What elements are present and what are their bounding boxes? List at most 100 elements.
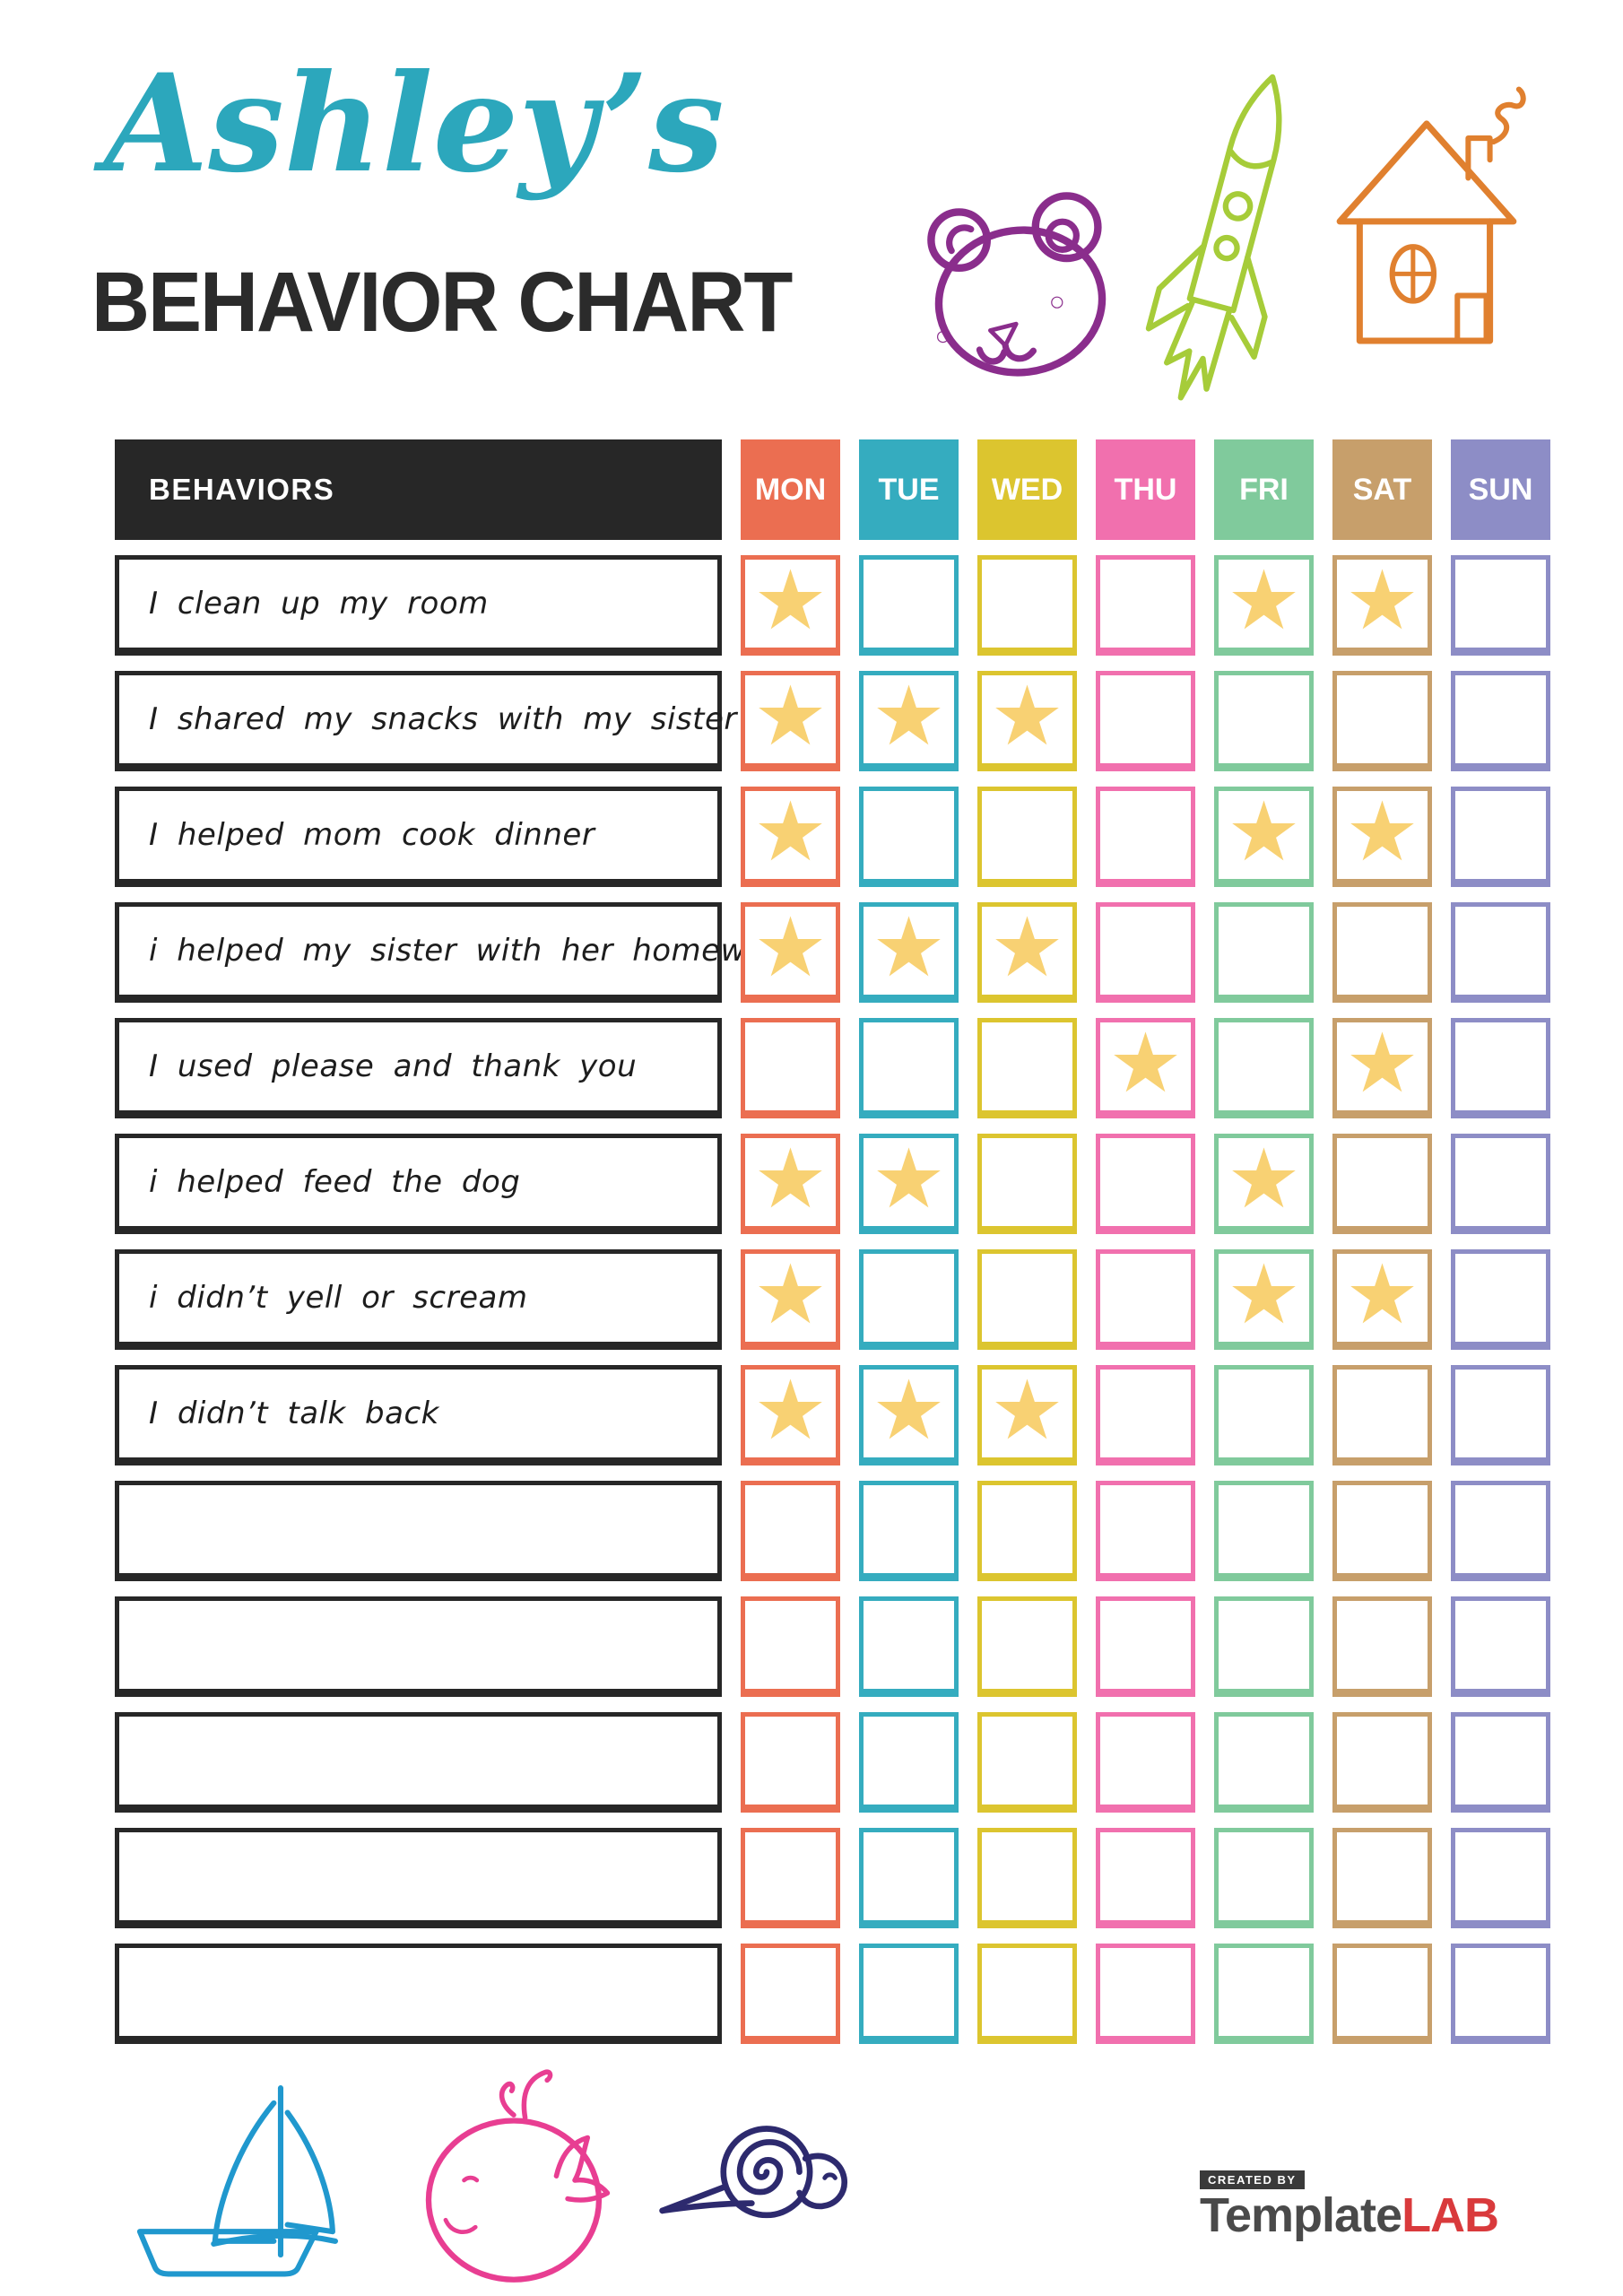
star-icon: ★ xyxy=(753,1247,828,1343)
day-cell-wed-row-4[interactable]: ★ xyxy=(977,902,1077,1003)
day-cell-wed-row-8[interactable]: ★ xyxy=(977,1365,1077,1465)
star-icon: ★ xyxy=(753,1362,828,1458)
day-cell-tue-row-7[interactable] xyxy=(859,1249,959,1350)
day-cell-tue-row-11[interactable] xyxy=(859,1712,959,1813)
day-cell-fri-row-8[interactable] xyxy=(1214,1365,1314,1465)
day-cell-sat-row-13[interactable] xyxy=(1332,1944,1432,2044)
day-cell-thu-row-13[interactable] xyxy=(1096,1944,1195,2044)
day-cell-sun-row-10[interactable] xyxy=(1451,1596,1550,1697)
star-icon: ★ xyxy=(1345,1015,1419,1111)
day-cell-wed-row-10[interactable] xyxy=(977,1596,1077,1697)
day-cell-sat-row-2[interactable] xyxy=(1332,671,1432,771)
day-cell-sat-row-11[interactable] xyxy=(1332,1712,1432,1813)
day-cell-thu-row-2[interactable] xyxy=(1096,671,1195,771)
brand-template: Template xyxy=(1200,2188,1402,2242)
day-cell-wed-row-7[interactable] xyxy=(977,1249,1077,1350)
day-cell-wed-row-1[interactable] xyxy=(977,555,1077,656)
day-cell-wed-row-5[interactable] xyxy=(977,1018,1077,1118)
day-cell-fri-row-2[interactable] xyxy=(1214,671,1314,771)
day-cell-fri-row-7[interactable]: ★ xyxy=(1214,1249,1314,1350)
day-cell-sun-row-9[interactable] xyxy=(1451,1481,1550,1581)
day-cell-thu-row-11[interactable] xyxy=(1096,1712,1195,1813)
day-cell-tue-row-1[interactable] xyxy=(859,555,959,656)
day-cell-sat-row-12[interactable] xyxy=(1332,1828,1432,1928)
behavior-label-row-10 xyxy=(115,1596,722,1697)
day-cell-tue-row-9[interactable] xyxy=(859,1481,959,1581)
day-cell-sun-row-13[interactable] xyxy=(1451,1944,1550,2044)
day-cell-sat-row-8[interactable] xyxy=(1332,1365,1432,1465)
day-header-sun: SUN xyxy=(1451,439,1550,540)
day-cell-mon-row-10[interactable] xyxy=(741,1596,840,1697)
day-cell-mon-row-8[interactable]: ★ xyxy=(741,1365,840,1465)
day-cell-wed-row-3[interactable] xyxy=(977,787,1077,887)
day-cell-tue-row-2[interactable]: ★ xyxy=(859,671,959,771)
day-cell-thu-row-10[interactable] xyxy=(1096,1596,1195,1697)
star-icon: ★ xyxy=(1227,1131,1301,1227)
day-cell-mon-row-9[interactable] xyxy=(741,1481,840,1581)
day-cell-thu-row-12[interactable] xyxy=(1096,1828,1195,1928)
day-cell-mon-row-13[interactable] xyxy=(741,1944,840,2044)
day-cell-sun-row-12[interactable] xyxy=(1451,1828,1550,1928)
day-cell-thu-row-8[interactable] xyxy=(1096,1365,1195,1465)
day-cell-wed-row-13[interactable] xyxy=(977,1944,1077,2044)
day-cell-mon-row-11[interactable] xyxy=(741,1712,840,1813)
day-cell-mon-row-1[interactable]: ★ xyxy=(741,555,840,656)
day-cell-fri-row-12[interactable] xyxy=(1214,1828,1314,1928)
day-cell-thu-row-6[interactable] xyxy=(1096,1134,1195,1234)
day-cell-fri-row-6[interactable]: ★ xyxy=(1214,1134,1314,1234)
day-cell-sat-row-6[interactable] xyxy=(1332,1134,1432,1234)
day-cell-fri-row-13[interactable] xyxy=(1214,1944,1314,2044)
day-cell-sun-row-1[interactable] xyxy=(1451,555,1550,656)
day-cell-thu-row-3[interactable] xyxy=(1096,787,1195,887)
day-cell-thu-row-9[interactable] xyxy=(1096,1481,1195,1581)
day-cell-sun-row-4[interactable] xyxy=(1451,902,1550,1003)
day-cell-thu-row-7[interactable] xyxy=(1096,1249,1195,1350)
day-cell-sun-row-6[interactable] xyxy=(1451,1134,1550,1234)
day-cell-thu-row-1[interactable] xyxy=(1096,555,1195,656)
day-cell-tue-row-8[interactable]: ★ xyxy=(859,1365,959,1465)
day-cell-tue-row-4[interactable]: ★ xyxy=(859,902,959,1003)
day-cell-sat-row-10[interactable] xyxy=(1332,1596,1432,1697)
day-cell-sun-row-5[interactable] xyxy=(1451,1018,1550,1118)
day-cell-tue-row-6[interactable]: ★ xyxy=(859,1134,959,1234)
brand-wordmark: TemplateLAB xyxy=(1200,2188,1499,2242)
day-cell-fri-row-1[interactable]: ★ xyxy=(1214,555,1314,656)
day-cell-sun-row-3[interactable] xyxy=(1451,787,1550,887)
day-cell-mon-row-3[interactable]: ★ xyxy=(741,787,840,887)
day-cell-sat-row-7[interactable]: ★ xyxy=(1332,1249,1432,1350)
day-cell-mon-row-6[interactable]: ★ xyxy=(741,1134,840,1234)
day-cell-fri-row-4[interactable] xyxy=(1214,902,1314,1003)
day-cell-wed-row-6[interactable] xyxy=(977,1134,1077,1234)
day-cell-tue-row-3[interactable] xyxy=(859,787,959,887)
day-cell-tue-row-13[interactable] xyxy=(859,1944,959,2044)
day-cell-wed-row-11[interactable] xyxy=(977,1712,1077,1813)
day-cell-mon-row-2[interactable]: ★ xyxy=(741,671,840,771)
behavior-label-row-1: I clean up my room xyxy=(115,555,722,656)
day-cell-sat-row-9[interactable] xyxy=(1332,1481,1432,1581)
day-cell-tue-row-5[interactable] xyxy=(859,1018,959,1118)
day-cell-mon-row-5[interactable] xyxy=(741,1018,840,1118)
day-cell-sat-row-5[interactable]: ★ xyxy=(1332,1018,1432,1118)
day-cell-wed-row-9[interactable] xyxy=(977,1481,1077,1581)
day-cell-sat-row-4[interactable] xyxy=(1332,902,1432,1003)
day-cell-sat-row-3[interactable]: ★ xyxy=(1332,787,1432,887)
day-cell-thu-row-5[interactable]: ★ xyxy=(1096,1018,1195,1118)
day-cell-mon-row-7[interactable]: ★ xyxy=(741,1249,840,1350)
day-cell-mon-row-4[interactable]: ★ xyxy=(741,902,840,1003)
day-cell-sun-row-11[interactable] xyxy=(1451,1712,1550,1813)
day-cell-tue-row-10[interactable] xyxy=(859,1596,959,1697)
day-cell-tue-row-12[interactable] xyxy=(859,1828,959,1928)
day-cell-wed-row-2[interactable]: ★ xyxy=(977,671,1077,771)
day-cell-fri-row-10[interactable] xyxy=(1214,1596,1314,1697)
day-cell-fri-row-11[interactable] xyxy=(1214,1712,1314,1813)
day-cell-mon-row-12[interactable] xyxy=(741,1828,840,1928)
day-cell-sun-row-2[interactable] xyxy=(1451,671,1550,771)
day-cell-fri-row-5[interactable] xyxy=(1214,1018,1314,1118)
day-cell-thu-row-4[interactable] xyxy=(1096,902,1195,1003)
day-cell-wed-row-12[interactable] xyxy=(977,1828,1077,1928)
day-cell-sun-row-8[interactable] xyxy=(1451,1365,1550,1465)
day-cell-fri-row-3[interactable]: ★ xyxy=(1214,787,1314,887)
day-cell-fri-row-9[interactable] xyxy=(1214,1481,1314,1581)
day-cell-sat-row-1[interactable]: ★ xyxy=(1332,555,1432,656)
day-cell-sun-row-7[interactable] xyxy=(1451,1249,1550,1350)
